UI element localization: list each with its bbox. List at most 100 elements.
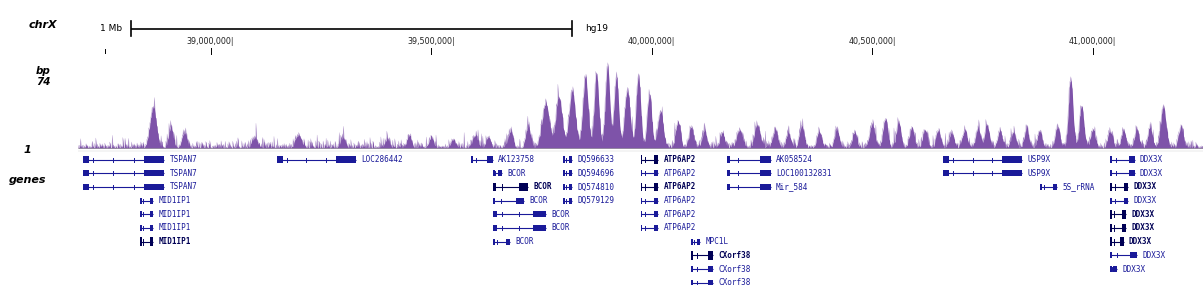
Bar [759, 156, 771, 163]
Bar [654, 183, 658, 191]
Bar [727, 156, 730, 163]
Text: BCOR: BCOR [506, 169, 526, 178]
Bar [533, 211, 546, 217]
Text: 41,000,000|: 41,000,000| [1069, 37, 1116, 46]
Text: TSPAN7: TSPAN7 [170, 182, 197, 192]
Text: MID1IP1: MID1IP1 [159, 237, 191, 246]
Bar [640, 211, 642, 217]
Text: DDX3X: DDX3X [1131, 223, 1154, 233]
Bar [149, 237, 153, 246]
Text: ATP6AP2: ATP6AP2 [664, 182, 695, 192]
Bar [692, 280, 693, 285]
Text: hg19: hg19 [586, 24, 609, 33]
Bar [1002, 170, 1023, 176]
Text: chrX: chrX [29, 20, 58, 30]
Text: DDX3X: DDX3X [1142, 251, 1166, 260]
Text: DDX3X: DDX3X [1133, 196, 1156, 205]
Bar [640, 198, 642, 204]
Bar [640, 155, 642, 164]
Bar [640, 183, 642, 191]
Text: ATP6AP2: ATP6AP2 [664, 155, 695, 164]
Bar [727, 184, 730, 190]
Bar [493, 239, 494, 245]
Bar [533, 225, 546, 231]
Bar [506, 239, 510, 245]
Text: ATP6AP2: ATP6AP2 [664, 223, 695, 233]
Text: 40,000,000|: 40,000,000| [628, 37, 675, 46]
Text: 39,500,000|: 39,500,000| [408, 37, 455, 46]
Bar [569, 184, 573, 190]
Bar [654, 170, 658, 176]
Text: LOC100132831: LOC100132831 [776, 169, 831, 178]
Bar [569, 156, 573, 163]
Text: MID1IP1: MID1IP1 [159, 196, 191, 205]
Bar [493, 211, 497, 217]
Bar [83, 170, 89, 176]
Bar [144, 184, 164, 190]
Text: AK058524: AK058524 [776, 155, 813, 164]
Bar [1130, 252, 1137, 258]
Bar [1124, 183, 1128, 191]
Text: BCOR: BCOR [529, 196, 547, 205]
Text: DQ596633: DQ596633 [577, 155, 615, 164]
Text: BCOR: BCOR [533, 182, 552, 192]
Bar [1110, 183, 1112, 191]
Text: CXorf38: CXorf38 [718, 264, 751, 274]
Bar [498, 170, 502, 176]
Bar [144, 170, 164, 176]
Bar [83, 184, 89, 190]
Bar [1002, 156, 1023, 163]
Bar [1110, 266, 1112, 272]
Text: DQ579129: DQ579129 [577, 196, 615, 205]
Bar [943, 156, 949, 163]
Bar [516, 198, 523, 204]
Text: ATP6AP2: ATP6AP2 [664, 169, 695, 178]
Bar [277, 156, 283, 163]
Text: Mir_584: Mir_584 [776, 182, 808, 192]
Bar [1110, 198, 1112, 204]
Bar [149, 198, 153, 204]
Text: MID1IP1: MID1IP1 [159, 223, 191, 233]
Text: DDX3X: DDX3X [1122, 264, 1145, 274]
Bar [1128, 156, 1134, 163]
Bar [149, 225, 153, 231]
Bar [1110, 252, 1113, 258]
Bar [493, 198, 496, 204]
Text: 40,500,000|: 40,500,000| [848, 37, 896, 46]
Text: CXorf38: CXorf38 [718, 278, 751, 285]
Text: 39,000,000|: 39,000,000| [186, 37, 235, 46]
Bar [493, 170, 494, 176]
Text: DQ594696: DQ594696 [577, 169, 615, 178]
Bar [692, 251, 693, 260]
Text: USP9X: USP9X [1027, 169, 1050, 178]
Text: DDX3X: DDX3X [1133, 182, 1156, 192]
Bar [727, 170, 730, 176]
Bar [1120, 237, 1124, 246]
Bar [487, 156, 493, 163]
Bar [140, 225, 142, 231]
Text: LOC286442: LOC286442 [361, 155, 403, 164]
Bar [1124, 198, 1128, 204]
Text: MID1IP1: MID1IP1 [159, 210, 191, 219]
Bar [1122, 210, 1126, 219]
Bar [707, 266, 713, 272]
Bar [563, 198, 565, 204]
Bar [140, 237, 142, 246]
Text: DDX3X: DDX3X [1140, 155, 1163, 164]
Bar [1128, 170, 1134, 176]
Text: TSPAN7: TSPAN7 [170, 155, 197, 164]
Bar [493, 183, 496, 191]
Bar [692, 266, 693, 272]
Bar [1110, 224, 1112, 232]
Bar [563, 184, 565, 190]
Bar [1110, 237, 1112, 246]
Text: DDX3X: DDX3X [1140, 169, 1163, 178]
Bar [1110, 170, 1113, 176]
Bar [1122, 224, 1126, 232]
Bar [707, 251, 713, 260]
Bar [654, 211, 658, 217]
Text: CXorf38: CXorf38 [718, 251, 751, 260]
Bar [1053, 184, 1057, 190]
Bar [1110, 156, 1113, 163]
Bar [654, 155, 658, 164]
